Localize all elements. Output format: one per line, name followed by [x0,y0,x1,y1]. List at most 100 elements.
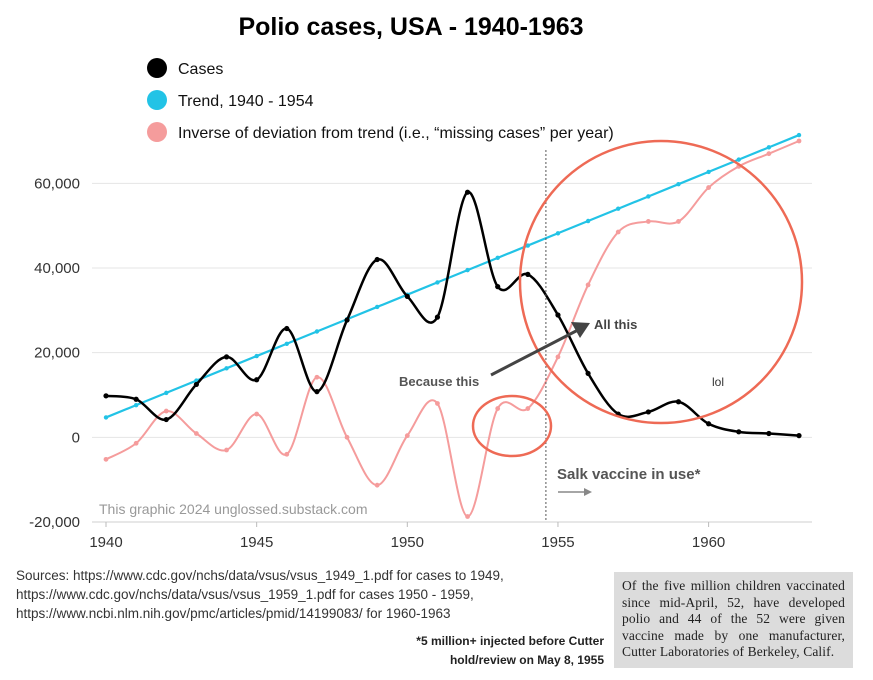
legend-marker [147,58,167,78]
point-trend [766,145,772,150]
source-line-3: https://www.ncbi.nlm.nih.gov/pmc/article… [16,606,451,621]
gridlines [92,182,812,523]
y-tick-label: 60,000 [34,175,80,192]
point-cases [525,271,531,277]
because-label: Because this [399,374,479,389]
point-inverse-deviation [495,406,501,411]
point-trend [555,231,561,236]
point-trend [585,218,591,224]
legend-label: Trend, 1940 - 1954 [178,93,314,110]
series-layer [103,132,802,519]
point-inverse-deviation [284,451,290,457]
point-cases [706,421,712,427]
footnote-line-1: *5 million+ injected before Cutter [416,634,604,648]
x-tick-label: 1945 [240,534,273,551]
footnote-line-2: hold/review on May 8, 1955 [449,653,604,667]
point-trend [224,366,229,371]
x-axis-ticks: 1940 1945 1950 1955 1960 [89,522,725,551]
point-inverse-deviation [766,151,772,157]
point-cases [675,399,682,405]
lol-label: lol [712,375,724,389]
vaccine-arrow-head [584,488,592,496]
point-inverse-deviation [103,456,109,462]
point-cases [314,389,320,395]
x-tick-label: 1955 [541,534,574,551]
point-cases [284,325,290,332]
newspaper-clipping: Of the five million children vaccinated … [614,572,853,668]
point-inverse-deviation [224,447,229,453]
series-line-inverse-deviation [105,140,800,518]
chart-title: Polio cases, USA - 1940-1963 [238,13,583,41]
source-line-2: https://www.cdc.gov/nchs/data/vsus/vsus_… [16,587,474,602]
point-inverse-deviation [585,282,591,288]
footnote: *5 million+ injected before Cutter hold/… [330,632,604,670]
x-tick-label: 1950 [391,534,424,551]
point-trend [646,194,651,199]
small-highlight-ellipse [471,394,553,458]
point-cases [766,430,772,437]
point-trend [706,169,711,175]
point-cases [374,256,380,263]
point-inverse-deviation [374,482,380,488]
point-cases [223,354,230,360]
point-cases [495,284,501,290]
because-arrow-head [571,322,590,338]
legend-marker [147,122,167,142]
point-cases [555,312,561,318]
point-inverse-deviation [676,219,681,224]
point-cases [736,429,742,435]
point-cases [464,189,471,195]
y-tick-label: 20,000 [34,345,80,362]
point-inverse-deviation [404,433,410,439]
point-cases [404,293,410,299]
point-cases [193,381,199,388]
x-tick-label: 1940 [89,534,122,551]
point-trend [133,402,139,408]
point-inverse-deviation [344,434,350,440]
point-trend [525,243,531,248]
point-trend [435,280,440,285]
point-cases [163,416,169,423]
point-inverse-deviation [133,440,139,446]
series-line-trend [104,133,801,419]
legend: Cases Trend, 1940 - 1954 Inverse of deviat… [147,58,614,142]
y-axis-ticks: -20,000 0 20,000 40,000 60,000 [29,175,80,531]
point-trend [314,329,320,334]
point-inverse-deviation [314,374,320,380]
point-cases [434,314,441,320]
vaccine-label: Salk vaccine in use* [557,466,701,483]
series-line-cases [104,190,801,437]
point-inverse-deviation [163,408,169,414]
point-inverse-deviation [465,514,470,519]
all-this-label: All this [594,317,637,332]
point-trend [103,415,109,420]
point-cases [103,393,109,399]
y-tick-label: 40,000 [34,260,80,277]
point-inverse-deviation [525,406,531,411]
point-cases [585,370,591,377]
chart: Polio cases, USA - 1940-1963 Cases Trend,… [29,13,812,551]
point-trend [495,255,500,261]
point-cases [796,433,802,439]
legend-marker [147,90,167,110]
point-trend [736,157,741,162]
point-trend [374,304,380,310]
legend-label: Cases [178,61,223,78]
point-trend [796,132,802,138]
point-inverse-deviation [706,185,712,190]
point-trend [676,181,681,187]
point-cases [645,409,651,415]
point-inverse-deviation [555,354,561,360]
y-tick-label: -20,000 [29,514,80,531]
point-inverse-deviation [254,411,260,417]
point-cases [254,377,260,383]
point-inverse-deviation [615,229,621,235]
point-cases [133,396,139,402]
point-inverse-deviation [796,138,802,144]
y-tick-label: 0 [72,429,80,446]
point-trend [616,206,621,211]
point-trend [465,267,470,273]
point-cases [344,317,350,323]
large-highlight-circle [518,139,804,425]
because-arrow [490,328,579,377]
